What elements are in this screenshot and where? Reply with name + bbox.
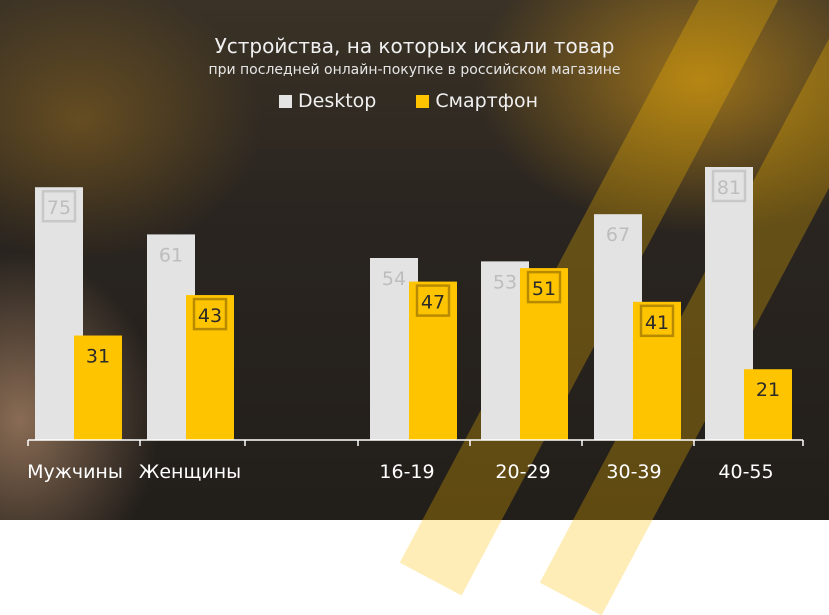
category-label: 30-39 bbox=[606, 461, 661, 483]
value-label-smartphone: 31 bbox=[86, 346, 110, 368]
value-label-smartphone: 47 bbox=[421, 292, 445, 314]
bar-smartphone bbox=[744, 369, 792, 440]
category-label: 16-19 bbox=[379, 461, 434, 483]
value-label-desktop: 67 bbox=[606, 224, 630, 246]
value-label-smartphone: 43 bbox=[198, 305, 222, 327]
category-label: 20-29 bbox=[495, 461, 550, 483]
value-label-box-smartphone bbox=[415, 284, 451, 317]
legend-label-smartphone: Смартфон bbox=[435, 90, 539, 112]
value-label-desktop: 53 bbox=[493, 271, 517, 293]
value-label-box-desktop bbox=[41, 189, 77, 223]
value-label-desktop: 75 bbox=[47, 197, 71, 219]
value-label-smartphone: 51 bbox=[532, 278, 556, 300]
value-label-desktop: 54 bbox=[382, 268, 406, 290]
legend-swatch-desktop bbox=[279, 94, 292, 108]
value-label-smartphone: 41 bbox=[645, 312, 669, 334]
value-label-box-smartphone bbox=[639, 304, 675, 338]
value-label-box-desktop bbox=[711, 169, 747, 203]
value-label-box-smartphone bbox=[526, 270, 562, 304]
legend-item-desktop: Desktop bbox=[279, 90, 376, 112]
value-label-box-smartphone bbox=[192, 297, 228, 331]
category-label: Женщины bbox=[139, 461, 241, 483]
category-label: 40-55 bbox=[718, 461, 773, 483]
legend-item-smartphone: Смартфон bbox=[416, 90, 538, 112]
bar-chart: 75 61 54 53 67 81 31 43 47 51 41 21 Мужчины Женщины 16… bbox=[27, 167, 792, 483]
category-label: Мужчины bbox=[27, 461, 123, 483]
chart-subtitle: при последней онлайн-покупке в российско… bbox=[208, 62, 621, 78]
value-label-desktop: 81 bbox=[717, 177, 741, 199]
legend-label-desktop: Desktop bbox=[298, 90, 377, 112]
bar-smartphone bbox=[74, 335, 122, 440]
chart-title: Устройства, на которых искали товар bbox=[214, 34, 615, 58]
value-label-smartphone: 21 bbox=[756, 379, 780, 401]
value-label-desktop: 61 bbox=[159, 244, 183, 266]
legend: Desktop Смартфон bbox=[279, 90, 578, 112]
legend-swatch-smartphone bbox=[416, 94, 430, 108]
